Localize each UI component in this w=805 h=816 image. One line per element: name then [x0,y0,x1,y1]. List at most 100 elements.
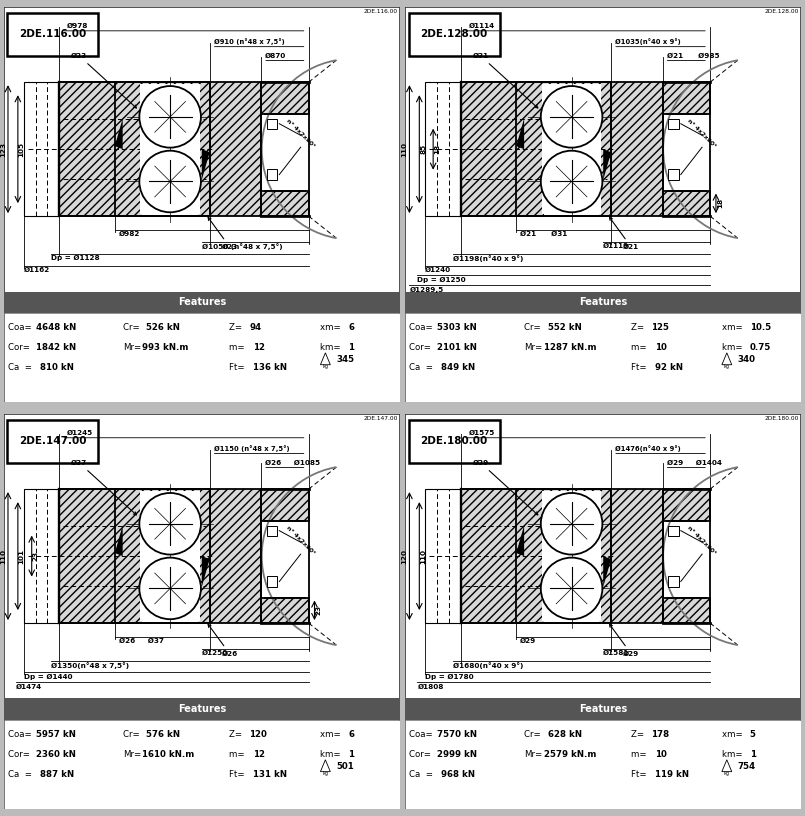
Bar [115,82,209,216]
Text: 552 kN: 552 kN [548,323,581,332]
Text: 131 kN: 131 kN [254,769,287,778]
Text: 101: 101 [19,548,25,564]
Text: 18: 18 [717,198,723,208]
Text: Ø1050 (n°48 x 7,5°): Ø1050 (n°48 x 7,5°) [202,243,283,250]
Text: Ø1119: Ø1119 [603,243,630,249]
Text: kg: kg [322,364,328,369]
Circle shape [139,557,201,619]
Text: Cr=: Cr= [524,730,547,739]
Text: Dp = Ø1250: Dp = Ø1250 [417,277,466,283]
Text: Mr=: Mr= [122,343,141,352]
Text: Ø1581: Ø1581 [603,650,630,656]
Bar [261,489,308,521]
Bar [141,491,200,621]
Circle shape [139,151,201,212]
Text: 101: 101 [417,548,423,564]
Text: Features: Features [579,297,627,308]
Bar [409,419,500,463]
Text: Dp = Ø1780: Dp = Ø1780 [425,674,474,680]
Bar [544,83,599,215]
Text: 23: 23 [32,551,39,561]
Text: Cor=: Cor= [410,750,434,759]
Text: Coa=: Coa= [410,730,436,739]
Text: 105: 105 [19,142,25,157]
Polygon shape [603,556,611,587]
Text: Ft=: Ft= [229,769,248,778]
Polygon shape [320,760,330,772]
Bar [668,576,679,587]
Bar [611,489,663,623]
Text: Ø29     Ø1404: Ø29 Ø1404 [667,459,721,465]
Bar [406,291,801,313]
Bar [544,490,599,622]
Text: Mr=: Mr= [524,343,543,352]
Text: 4648 kN: 4648 kN [35,323,76,332]
Bar [267,576,277,587]
Text: kg: kg [322,771,328,776]
Text: Ft=: Ft= [631,769,650,778]
Text: Ca  =: Ca = [410,363,439,372]
Text: kg: kg [724,771,730,776]
Text: Ø1150 (n°48 x 7,5°): Ø1150 (n°48 x 7,5°) [213,445,289,451]
Text: Ø26     Ø1085: Ø26 Ø1085 [265,459,320,465]
Text: Ft=: Ft= [631,363,650,372]
Text: 5303 kN: 5303 kN [437,323,477,332]
Text: 2DE.128.00: 2DE.128.00 [420,29,488,39]
Bar [406,721,801,809]
Text: 120: 120 [402,548,407,564]
Text: n° 4x2x90°: n° 4x2x90° [687,525,717,556]
Polygon shape [320,353,330,365]
Bar [460,489,611,623]
Text: 119 kN: 119 kN [654,769,688,778]
Bar [4,313,399,402]
Text: 5: 5 [749,730,755,739]
Text: 754: 754 [737,762,756,771]
Bar [267,170,277,180]
Bar [24,82,60,216]
Polygon shape [202,556,209,587]
Text: Ø1162: Ø1162 [24,267,50,273]
Text: Ø21: Ø21 [609,217,639,250]
Text: Ø1575: Ø1575 [469,430,495,436]
Text: 136 kN: 136 kN [254,363,287,372]
Text: 2DE.128.00: 2DE.128.00 [765,9,799,14]
Text: 12: 12 [254,343,265,352]
Text: 340: 340 [737,355,756,364]
Text: 1610 kN.m: 1610 kN.m [142,750,195,759]
Polygon shape [115,118,122,149]
Text: km=: km= [320,750,344,759]
Text: Ø26: Ø26 [208,624,237,657]
Bar [516,489,611,623]
Text: Features: Features [178,704,226,714]
Text: Ø982: Ø982 [118,231,140,237]
Text: xm=: xm= [722,323,745,332]
Text: Ø1198(n°40 x 9°): Ø1198(n°40 x 9°) [453,255,523,262]
Text: 105: 105 [417,142,423,157]
Text: km=: km= [722,750,745,759]
Text: Cr=: Cr= [122,323,145,332]
Text: Mr=: Mr= [524,750,543,759]
Text: Ø1245: Ø1245 [68,430,93,436]
Text: xm=: xm= [722,730,745,739]
Text: 2DE.116.00: 2DE.116.00 [19,29,86,39]
Text: Ø23: Ø23 [72,53,136,108]
Text: m=: m= [631,750,652,759]
Text: 178: 178 [650,730,669,739]
Text: 6: 6 [348,323,354,332]
Text: 2101 kN: 2101 kN [437,343,477,352]
Text: 1287 kN.m: 1287 kN.m [544,343,597,352]
Polygon shape [115,526,122,556]
Text: 1: 1 [749,750,756,759]
Text: 849 kN: 849 kN [441,363,475,372]
Bar [141,84,200,214]
Bar [261,597,308,623]
Text: 5957 kN: 5957 kN [35,730,76,739]
Text: 94: 94 [250,323,262,332]
Text: Features: Features [579,704,627,714]
Text: Ø910 (n°48 x 7,5°): Ø910 (n°48 x 7,5°) [213,38,284,45]
Bar [406,313,801,402]
Text: Z=: Z= [631,730,650,739]
Bar [668,118,679,129]
Bar [209,489,261,623]
Text: 1: 1 [348,750,354,759]
